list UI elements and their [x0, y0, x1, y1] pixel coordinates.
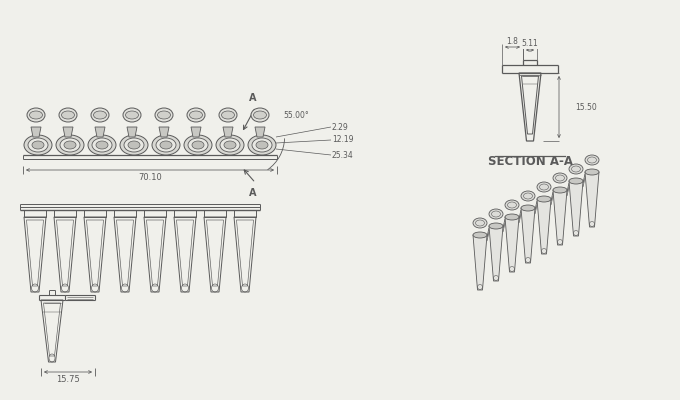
Text: A: A — [249, 188, 256, 198]
Ellipse shape — [585, 155, 599, 165]
Ellipse shape — [569, 178, 583, 184]
Ellipse shape — [219, 108, 237, 122]
Text: 5.11: 5.11 — [522, 40, 539, 48]
Ellipse shape — [521, 205, 535, 211]
Text: 25.34: 25.34 — [332, 150, 354, 160]
Bar — [174, 210, 196, 217]
Ellipse shape — [27, 108, 45, 122]
Ellipse shape — [32, 141, 44, 149]
Polygon shape — [95, 127, 105, 137]
Ellipse shape — [256, 141, 268, 149]
Ellipse shape — [60, 138, 80, 152]
Polygon shape — [585, 172, 599, 227]
Ellipse shape — [123, 108, 141, 122]
Ellipse shape — [569, 164, 583, 174]
Ellipse shape — [216, 135, 244, 155]
Ellipse shape — [184, 135, 212, 155]
Ellipse shape — [187, 108, 205, 122]
Ellipse shape — [254, 111, 267, 119]
Ellipse shape — [61, 111, 75, 119]
Bar — [84, 210, 106, 217]
Ellipse shape — [188, 138, 208, 152]
Text: SECTION A-A: SECTION A-A — [488, 155, 573, 168]
Ellipse shape — [190, 111, 203, 119]
Ellipse shape — [158, 111, 171, 119]
Ellipse shape — [521, 191, 535, 201]
Ellipse shape — [192, 141, 204, 149]
Bar — [114, 210, 136, 217]
Ellipse shape — [96, 141, 108, 149]
Ellipse shape — [537, 196, 551, 202]
Ellipse shape — [120, 135, 148, 155]
Ellipse shape — [94, 111, 107, 119]
Ellipse shape — [222, 111, 235, 119]
Polygon shape — [505, 217, 519, 272]
Polygon shape — [63, 127, 73, 137]
Polygon shape — [223, 127, 233, 137]
Ellipse shape — [92, 138, 112, 152]
Text: 15.50: 15.50 — [575, 102, 597, 112]
Text: 70.10: 70.10 — [138, 172, 162, 182]
Ellipse shape — [56, 135, 84, 155]
Ellipse shape — [252, 138, 272, 152]
Ellipse shape — [128, 141, 140, 149]
Polygon shape — [521, 208, 535, 263]
Ellipse shape — [126, 111, 139, 119]
Polygon shape — [569, 181, 583, 236]
Ellipse shape — [29, 111, 42, 119]
Ellipse shape — [553, 187, 567, 193]
Text: 12.19: 12.19 — [332, 136, 354, 144]
Ellipse shape — [124, 138, 144, 152]
Ellipse shape — [220, 138, 240, 152]
Ellipse shape — [152, 135, 180, 155]
Ellipse shape — [489, 209, 503, 219]
Ellipse shape — [91, 108, 109, 122]
Polygon shape — [159, 127, 169, 137]
Ellipse shape — [473, 232, 487, 238]
Polygon shape — [255, 127, 265, 137]
Ellipse shape — [28, 138, 48, 152]
Ellipse shape — [585, 169, 599, 175]
Ellipse shape — [155, 108, 173, 122]
Ellipse shape — [59, 108, 77, 122]
Ellipse shape — [88, 135, 116, 155]
Ellipse shape — [248, 135, 276, 155]
Ellipse shape — [251, 108, 269, 122]
Polygon shape — [31, 127, 41, 137]
Polygon shape — [191, 127, 201, 137]
Ellipse shape — [160, 141, 172, 149]
Ellipse shape — [224, 141, 236, 149]
Ellipse shape — [156, 138, 176, 152]
Text: 2.29: 2.29 — [332, 122, 349, 132]
Bar — [234, 210, 256, 217]
Ellipse shape — [537, 182, 551, 192]
Ellipse shape — [24, 135, 52, 155]
Text: A: A — [249, 93, 256, 103]
Ellipse shape — [505, 214, 519, 220]
Polygon shape — [537, 199, 551, 254]
Ellipse shape — [505, 200, 519, 210]
Polygon shape — [489, 226, 503, 281]
Ellipse shape — [489, 223, 503, 229]
Ellipse shape — [553, 173, 567, 183]
Polygon shape — [553, 190, 567, 245]
Bar — [54, 210, 76, 217]
Ellipse shape — [64, 141, 76, 149]
Polygon shape — [473, 235, 487, 290]
Text: 1.8: 1.8 — [507, 36, 518, 46]
Text: 15.75: 15.75 — [56, 374, 80, 384]
Bar — [204, 210, 226, 217]
Polygon shape — [127, 127, 137, 137]
Text: 55.00°: 55.00° — [284, 110, 309, 120]
Ellipse shape — [473, 218, 487, 228]
Bar — [24, 210, 46, 217]
Bar — [144, 210, 166, 217]
